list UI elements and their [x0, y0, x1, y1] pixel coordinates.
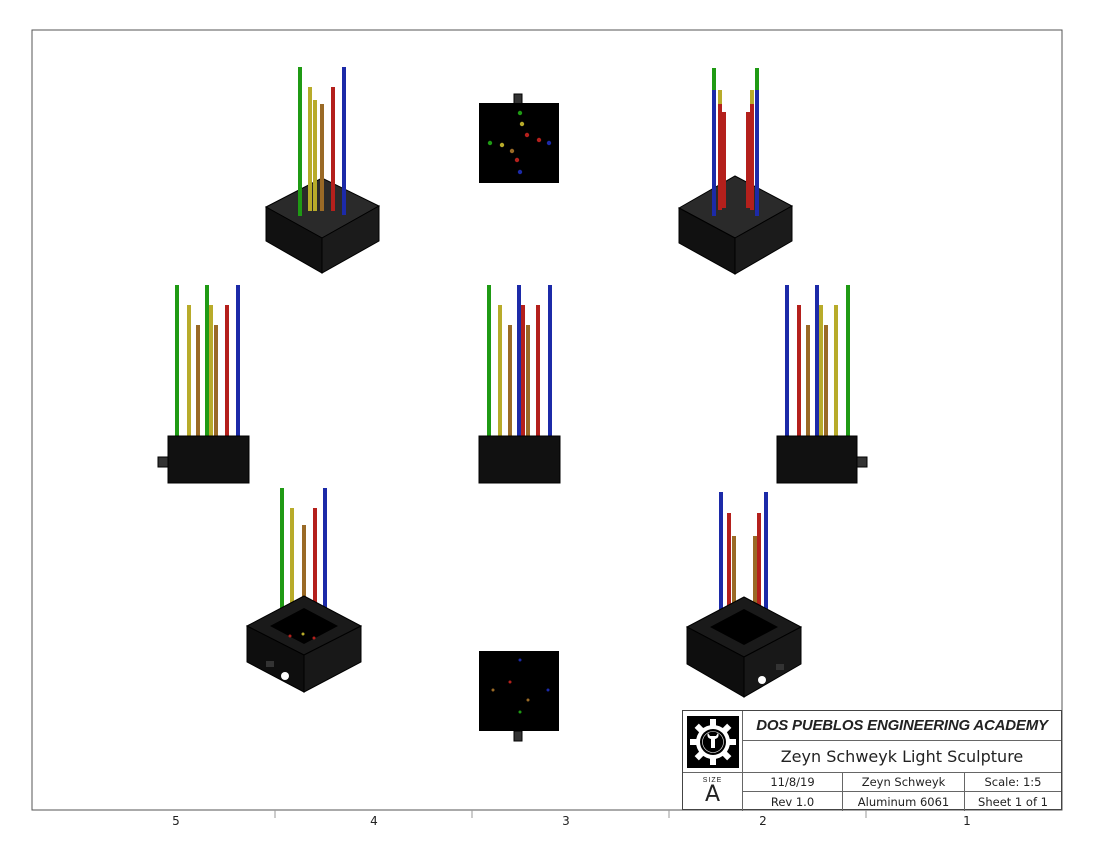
view-right [776, 285, 868, 484]
view-bottom [479, 651, 559, 742]
rod [298, 67, 302, 216]
view-isometric-bottom-right [685, 492, 803, 698]
size-label: SIZE [702, 776, 723, 784]
author-field: Zeyn Schweyk [843, 773, 965, 792]
rod [331, 87, 335, 211]
rod [320, 104, 324, 211]
date-field: 11/8/19 [743, 773, 843, 792]
gear-wrench-logo-icon [686, 715, 739, 768]
material-field: Aluminum 6061 [843, 792, 965, 811]
rod [342, 67, 346, 215]
organization-name: DOS PUEBLOS ENGINEERING ACADEMY [743, 711, 1061, 741]
sheet-number-field: Sheet 1 of 1 [978, 794, 1048, 809]
zone-label-5: 5 [172, 814, 180, 828]
rod [308, 87, 312, 211]
view-isometric-bottom-left [245, 488, 363, 693]
drawing-title: Zeyn Schweyk Light Sculpture [743, 741, 1061, 773]
revision-field: Rev 1.0 [743, 792, 843, 811]
view-isometric-top-left [264, 67, 381, 274]
view-front [478, 285, 561, 484]
view-top [479, 93, 559, 183]
view-left [157, 285, 250, 484]
logo-cell [683, 711, 743, 773]
view-isometric-top-right [677, 68, 794, 275]
zone-label-2: 2 [759, 814, 767, 828]
zone-ticks [274, 810, 867, 818]
scale-field: Scale: 1:5 [965, 773, 1061, 792]
size-cell: SIZE A [683, 773, 743, 811]
zone-label-4: 4 [370, 814, 378, 828]
rod [313, 100, 317, 211]
zone-label-1: 1 [963, 814, 971, 828]
zone-label-3: 3 [562, 814, 570, 828]
sheet-border [31, 29, 1063, 811]
size-value: A [704, 781, 721, 807]
title-block: DOS PUEBLOS ENGINEERING ACADEMY Zeyn Sch… [682, 710, 1062, 811]
